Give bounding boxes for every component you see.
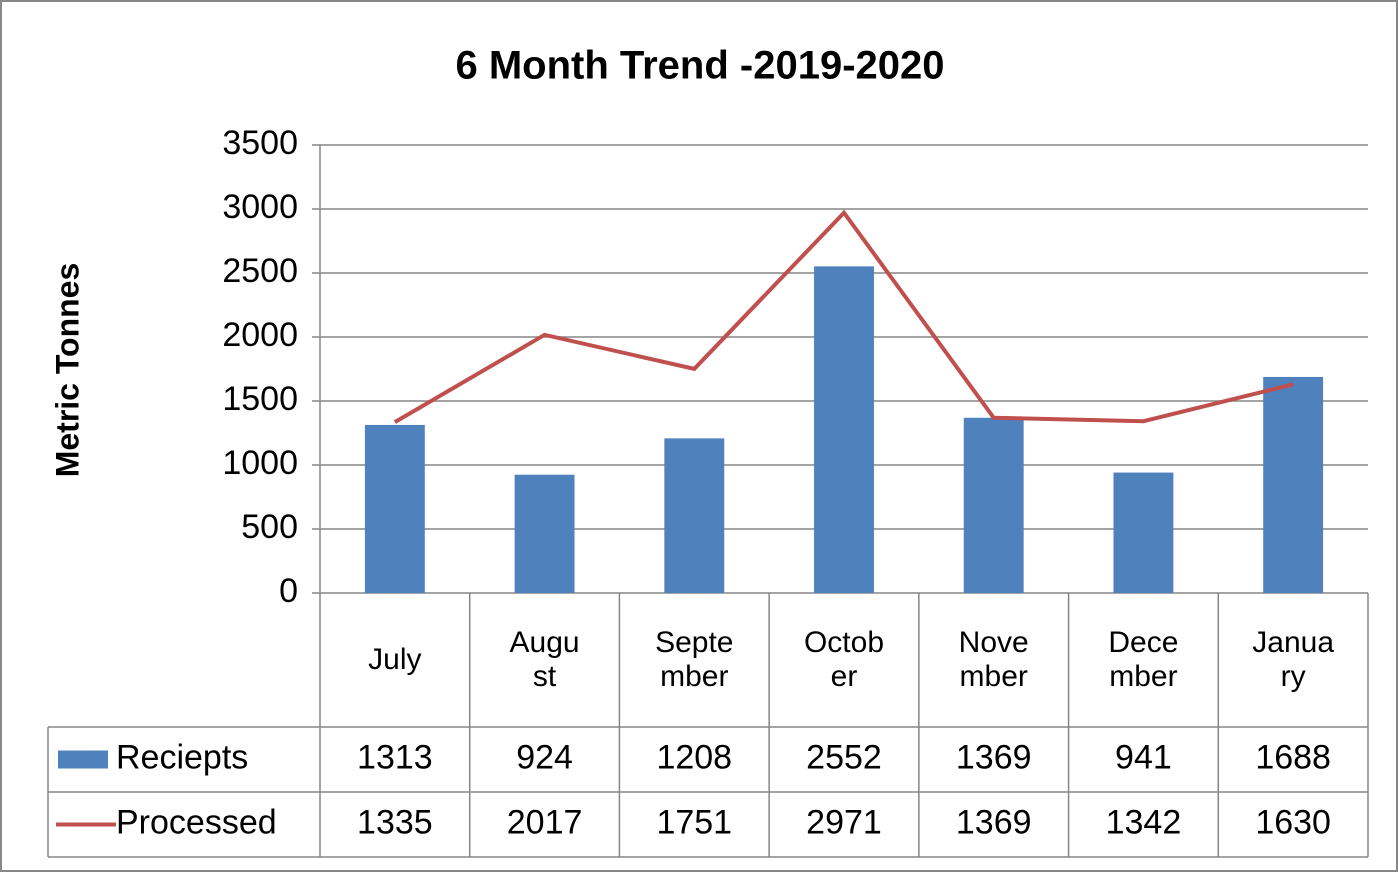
table-value: 1630 — [1255, 803, 1331, 841]
y-tick-label: 0 — [279, 572, 298, 610]
table-value: 1208 — [656, 738, 732, 776]
legend-swatch — [58, 750, 108, 769]
bar — [963, 417, 1024, 593]
x-tick-label: July — [368, 643, 422, 676]
chart-title: 6 Month Trend -2019-2020 — [455, 44, 944, 88]
x-tick-label: September — [655, 626, 734, 693]
y-tick-label: 2500 — [222, 252, 298, 290]
table-value: 2552 — [806, 738, 882, 776]
table-value: 1313 — [357, 738, 433, 776]
y-tick-label: 1000 — [222, 444, 298, 482]
table-value: 1335 — [357, 803, 433, 841]
y-tick-label: 1500 — [222, 380, 298, 418]
bar — [1113, 472, 1174, 593]
bar — [1263, 376, 1324, 593]
bar — [814, 266, 874, 593]
legend-label: Processed — [116, 803, 277, 841]
y-tick-label: 3500 — [222, 124, 298, 162]
x-tick-label: August — [509, 626, 580, 693]
table-value: 1369 — [956, 738, 1032, 776]
table-value: 1688 — [1255, 738, 1331, 776]
x-tick-label: November — [958, 626, 1029, 693]
x-tick-label: October — [803, 626, 885, 693]
y-tick-label: 3000 — [222, 188, 298, 226]
bar — [514, 474, 575, 593]
y-axis-label: Metric Tonnes — [49, 263, 85, 478]
bar — [664, 438, 725, 593]
table-value: 941 — [1115, 738, 1172, 776]
table-value: 1751 — [656, 803, 732, 841]
table-value: 1342 — [1106, 803, 1182, 841]
table-value: 1369 — [956, 803, 1032, 841]
table-value: 2971 — [806, 803, 882, 841]
bar — [364, 424, 425, 593]
x-tick-label: January — [1252, 626, 1335, 693]
table-value: 2017 — [507, 803, 583, 841]
x-tick-label: December — [1108, 626, 1179, 693]
line — [393, 209, 1294, 424]
y-tick-label: 2000 — [222, 316, 298, 354]
table-value: 924 — [516, 738, 573, 776]
y-tick-label: 500 — [241, 508, 298, 546]
legend-label: Reciepts — [116, 738, 248, 776]
